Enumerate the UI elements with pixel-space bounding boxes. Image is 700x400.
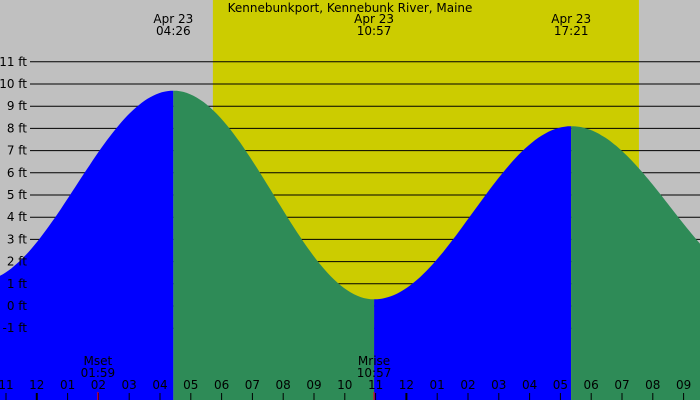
x-tick-label: 09 [306,378,321,392]
y-tick-label: 2 ft [7,255,27,269]
x-tick-label: 12 [399,378,414,392]
y-tick-label: 7 ft [7,144,27,158]
extreme-date-label: Apr 23 [551,12,591,26]
x-tick-label: 11 [368,378,383,392]
x-tick-label: 07 [614,378,629,392]
extreme-date-label: Apr 23 [153,12,193,26]
extreme-time-label: 04:26 [156,24,191,38]
x-tick-label: 04 [152,378,167,392]
falling-tide-segment [173,90,375,400]
x-tick-label: 03 [491,378,506,392]
y-tick-label: -1 ft [3,321,28,335]
y-tick-label: 6 ft [7,166,27,180]
x-tick-label: 10 [337,378,352,392]
x-tick-label: 06 [214,378,229,392]
x-tick-label: 04 [522,378,537,392]
x-tick-label: 02 [460,378,475,392]
x-tick-label: 06 [584,378,599,392]
y-tick-label: 1 ft [7,277,27,291]
y-tick-label: 4 ft [7,210,27,224]
moon-event-label: Mset [84,354,113,368]
x-tick-label: 05 [553,378,568,392]
x-tick-label: 11 [0,378,14,392]
x-tick-label: 12 [29,378,44,392]
x-tick-label: 02 [91,378,106,392]
falling-tide-segment [571,126,700,400]
x-tick-label: 01 [430,378,445,392]
moon-event-time: 01:59 [81,366,116,380]
extreme-date-label: Apr 23 [354,12,394,26]
y-tick-label: 0 ft [7,299,27,313]
y-tick-label: 9 ft [7,99,27,113]
x-tick-label: 07 [245,378,260,392]
rising-tide-segment [374,126,572,400]
x-tick-label: 08 [276,378,291,392]
x-tick-label: 08 [645,378,660,392]
y-tick-label: 10 ft [0,77,27,91]
y-tick-label: 8 ft [7,121,27,135]
x-tick-label: 03 [122,378,137,392]
extreme-time-label: 17:21 [554,24,589,38]
chart-title: Kennebunkport, Kennebunk River, Maine [228,1,473,15]
moon-event-label: Mrise [358,354,390,368]
y-tick-label: 5 ft [7,188,27,202]
y-tick-label: 11 ft [0,55,27,69]
extreme-time-label: 10:57 [357,24,392,38]
moon-event-time: 10:57 [357,366,392,380]
rising-tide-segment [0,90,174,400]
y-tick-label: 3 ft [7,232,27,246]
x-tick-label: 05 [183,378,198,392]
x-tick-label: 01 [60,378,75,392]
x-tick-label: 09 [676,378,691,392]
